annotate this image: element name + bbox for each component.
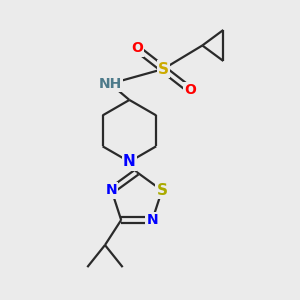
Text: NH: NH <box>99 77 122 91</box>
Text: N: N <box>106 183 117 197</box>
Text: S: S <box>157 183 167 198</box>
Text: O: O <box>131 41 143 56</box>
Text: N: N <box>123 154 136 169</box>
Text: S: S <box>158 61 169 76</box>
Text: N: N <box>146 213 158 227</box>
Text: O: O <box>184 82 196 97</box>
